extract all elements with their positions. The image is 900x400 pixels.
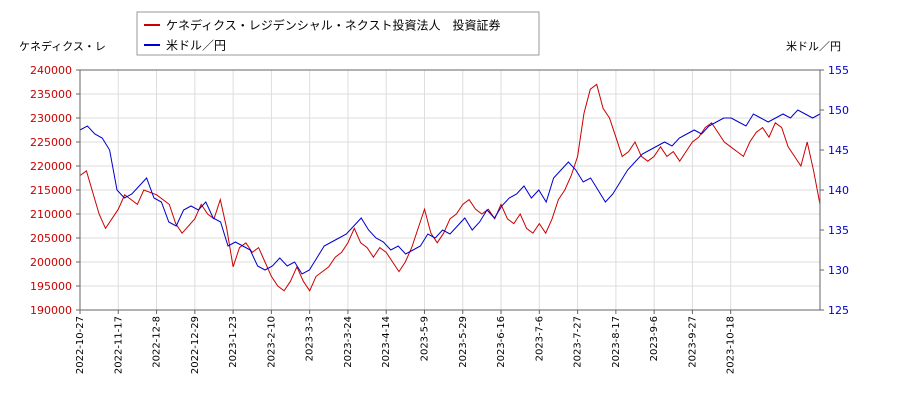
x-tick-label: 2023-2-10 — [266, 316, 277, 368]
x-tick-label: 2023-5-29 — [458, 316, 469, 368]
x-tick-label: 2023-6-16 — [496, 316, 507, 368]
x-tick-label: 2023-9-6 — [649, 316, 660, 361]
left-tick-label: 190000 — [30, 304, 72, 317]
right-tick-label: 125 — [828, 304, 849, 317]
x-tick-label: 2022-11-17 — [113, 316, 124, 374]
right-tick-label: 155 — [828, 64, 849, 77]
left-tick-label: 220000 — [30, 160, 72, 173]
right-tick-label: 130 — [828, 264, 849, 277]
x-tick-label: 2023-7-27 — [573, 316, 584, 368]
left-tick-label: 225000 — [30, 136, 72, 149]
x-tick-label: 2023-9-27 — [687, 316, 698, 368]
left-tick-label: 200000 — [30, 256, 72, 269]
series-line-stock — [79, 83, 821, 292]
x-tick-label: 2023-8-17 — [611, 316, 622, 368]
right-tick-label: 150 — [828, 104, 849, 117]
x-tick-label: 2022-12-8 — [152, 316, 163, 368]
right-tick-label: 140 — [828, 184, 849, 197]
grid-lines — [79, 69, 820, 311]
left-tick-label: 210000 — [30, 208, 72, 221]
legend-label-stock: ケネディクス・レジデンシャル・ネクスト投資法人 投資証券 — [166, 18, 500, 33]
series-lines — [79, 83, 821, 292]
right-axis-title: 米ドル／円 — [786, 40, 841, 53]
right-axis-ticks: 125 130 135 140 145 150 155 — [820, 64, 849, 317]
x-tick-label: 2023-3-3 — [305, 316, 316, 361]
x-tick-label: 2023-10-18 — [726, 316, 737, 374]
x-tick-label: 2023-7-6 — [534, 316, 545, 361]
right-tick-label: 145 — [828, 144, 849, 157]
left-axis-ticks: 190000 195000 200000 205000 210000 215000 2200… — [30, 64, 80, 317]
left-tick-label: 240000 — [30, 64, 72, 77]
x-tick-label: 2022-12-29 — [190, 316, 201, 374]
left-tick-label: 235000 — [30, 88, 72, 101]
x-tick-label: 2023-1-23 — [228, 316, 239, 368]
x-axis-ticks: 2022-10-27 2022-11-17 2022-12-8 2022-12-29 2… — [75, 310, 737, 374]
x-tick-label: 2023-4-14 — [381, 316, 392, 368]
legend-box: ケネディクス・レジデンシャル・ネクスト投資法人 投資証券 米ドル／円 — [136, 11, 540, 56]
x-tick-label: 2022-10-27 — [75, 316, 86, 374]
left-tick-label: 230000 — [30, 112, 72, 125]
right-tick-label: 135 — [828, 224, 849, 237]
left-tick-label: 205000 — [30, 232, 72, 245]
left-axis-title: ケネディクス・レ — [19, 39, 106, 53]
series-line-usdjpy — [79, 109, 821, 275]
left-tick-label: 195000 — [30, 280, 72, 293]
x-tick-label: 2023-3-24 — [343, 316, 354, 368]
plot-frame — [79, 69, 821, 311]
x-tick-label: 2023-5-9 — [419, 316, 430, 361]
legend-label-usdjpy: 米ドル／円 — [166, 39, 226, 53]
left-tick-label: 215000 — [30, 184, 72, 197]
